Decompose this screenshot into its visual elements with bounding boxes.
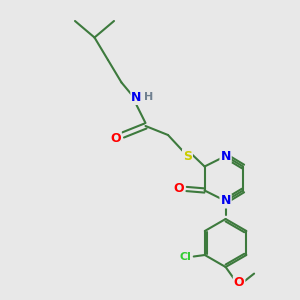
Text: S: S	[183, 149, 192, 163]
Text: O: O	[110, 131, 121, 145]
Text: N: N	[220, 149, 231, 163]
Text: N: N	[131, 91, 142, 104]
Text: H: H	[145, 92, 154, 103]
Text: O: O	[173, 182, 184, 196]
Text: O: O	[234, 276, 244, 289]
Text: N: N	[220, 194, 231, 208]
Text: Cl: Cl	[179, 251, 191, 262]
